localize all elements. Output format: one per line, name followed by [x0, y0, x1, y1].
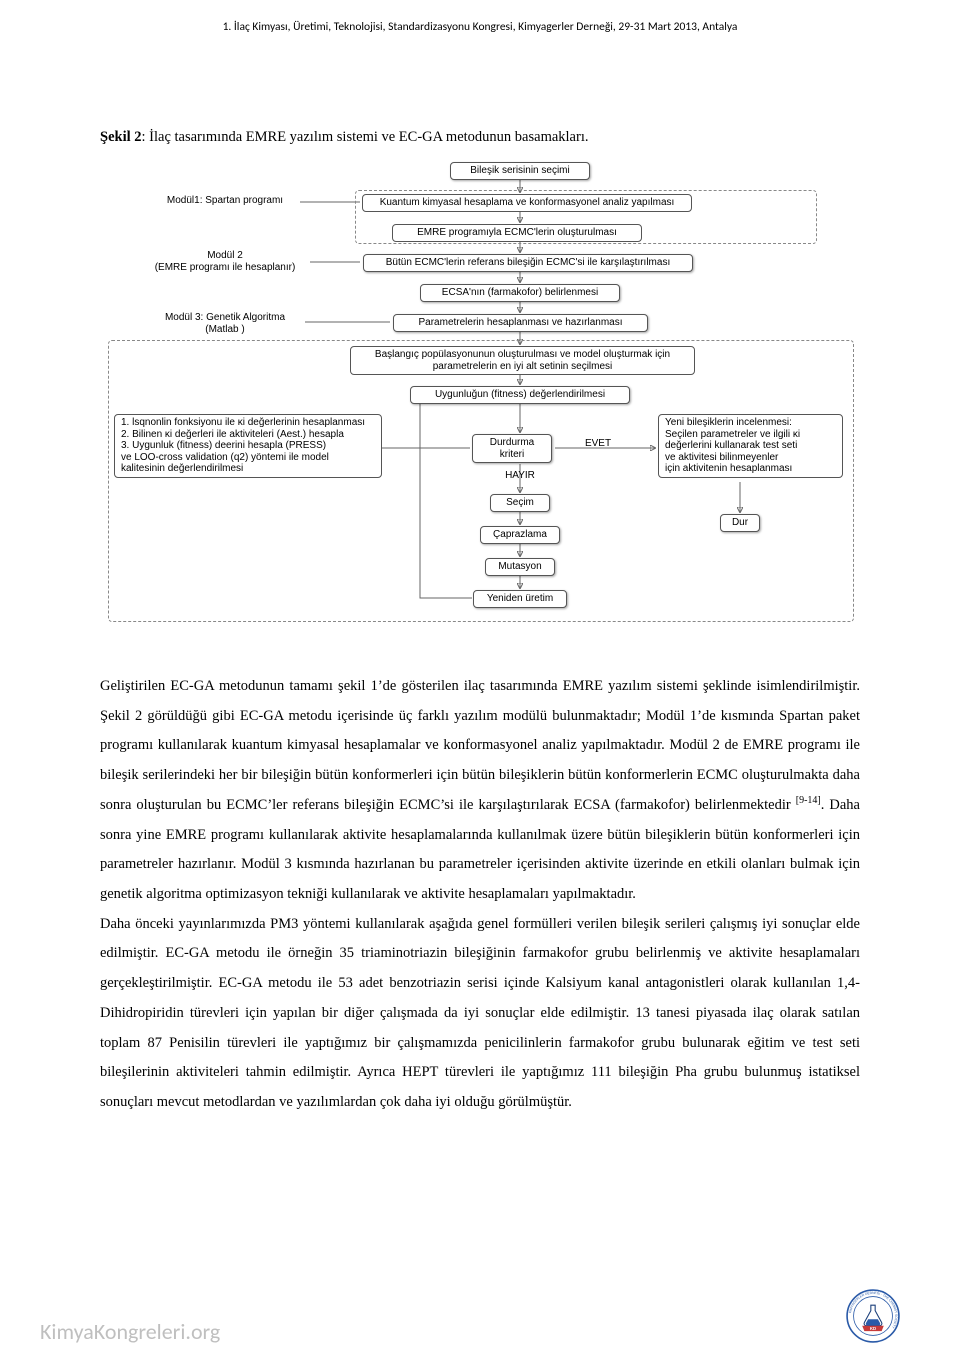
footer-watermark: KimyaKongreleri.org [40, 1318, 220, 1345]
box-secim: Seçim [490, 494, 550, 512]
society-badge-icon: KİMYAGERLER DERNEĞİ · THE CHEMIST SOCIET… [846, 1289, 900, 1343]
box-durdurma: Durdurma kriteri [472, 434, 552, 463]
box-emre: EMRE programıyla ECMC'lerin oluşturulmas… [392, 224, 642, 242]
badge-ribbon-text: KD [870, 1326, 876, 1331]
flowchart: Modül1: Spartan programı Modül 2 (EMRE p… [100, 162, 860, 642]
box-param: Parametrelerin hesaplanması ve hazırlanm… [393, 314, 648, 332]
box-caprazlama: Çaprazlama [480, 526, 560, 544]
box-yeniden: Yeniden üretim [473, 590, 567, 608]
box-butun: Bütün ECMC'lerin referans bileşiğin ECMC… [363, 254, 693, 272]
page-header: 1. İlaç Kimyası, Üretimi, Teknolojisi, S… [100, 20, 860, 34]
module3-label-line1: Modül 3: Genetik Algoritma [165, 312, 285, 323]
module2-label-line1: Modül 2 [207, 250, 243, 261]
body-text: Geliştirilen EC-GA metodunun tamamı şeki… [100, 672, 860, 1118]
figure-caption-bold: Şekil 2 [100, 129, 142, 145]
box-uygunluk: Uygunluğun (fitness) değerlendirilmesi [410, 386, 630, 404]
module2-label: Modül 2 (EMRE programı ile hesaplanır) [130, 250, 320, 273]
module3-label-line2: (Matlab ) [205, 324, 244, 335]
page-root: 1. İlaç Kimyası, Üretimi, Teknolojisi, S… [0, 0, 960, 1363]
box-yeni: Yeni bileşiklerin incelenmesi: Seçilen p… [658, 414, 843, 478]
module1-label: Modül1: Spartan programı [140, 195, 310, 207]
figure-caption: Şekil 2: İlaç tasarımında EMRE yazılım s… [100, 129, 860, 146]
box-seri: Bileşik serisinin seçimi [450, 162, 590, 180]
citation-sup: [9-14] [796, 795, 821, 806]
module2-label-line2: (EMRE programı ile hesaplanır) [155, 262, 296, 273]
edge-label-hayir: HAYIR [498, 470, 542, 482]
box-baslangic: Başlangıç popülasyonunun oluşturulması v… [350, 346, 695, 375]
box-isqnonlin: 1. lsqnonlin fonksiyonu ile κi değerleri… [114, 414, 382, 478]
box-ecsa: ECSA'nın (farmakofor) belirlenmesi [420, 284, 620, 302]
paragraph-2: Daha önceki yayınlarımızda PM3 yöntemi k… [100, 916, 860, 1110]
box-mutasyon: Mutasyon [485, 558, 555, 576]
box-dur: Dur [720, 514, 760, 532]
edge-label-evet: EVET [578, 438, 618, 450]
figure-caption-rest: : İlaç tasarımında EMRE yazılım sistemi … [142, 129, 589, 145]
paragraph-1a: Geliştirilen EC-GA metodunun tamamı şeki… [100, 678, 860, 813]
module3-label: Modül 3: Genetik Algoritma (Matlab ) [130, 312, 320, 335]
box-kuantum: Kuantum kimyasal hesaplama ve konformasy… [362, 194, 692, 212]
dashed-group-bottom [108, 340, 854, 622]
